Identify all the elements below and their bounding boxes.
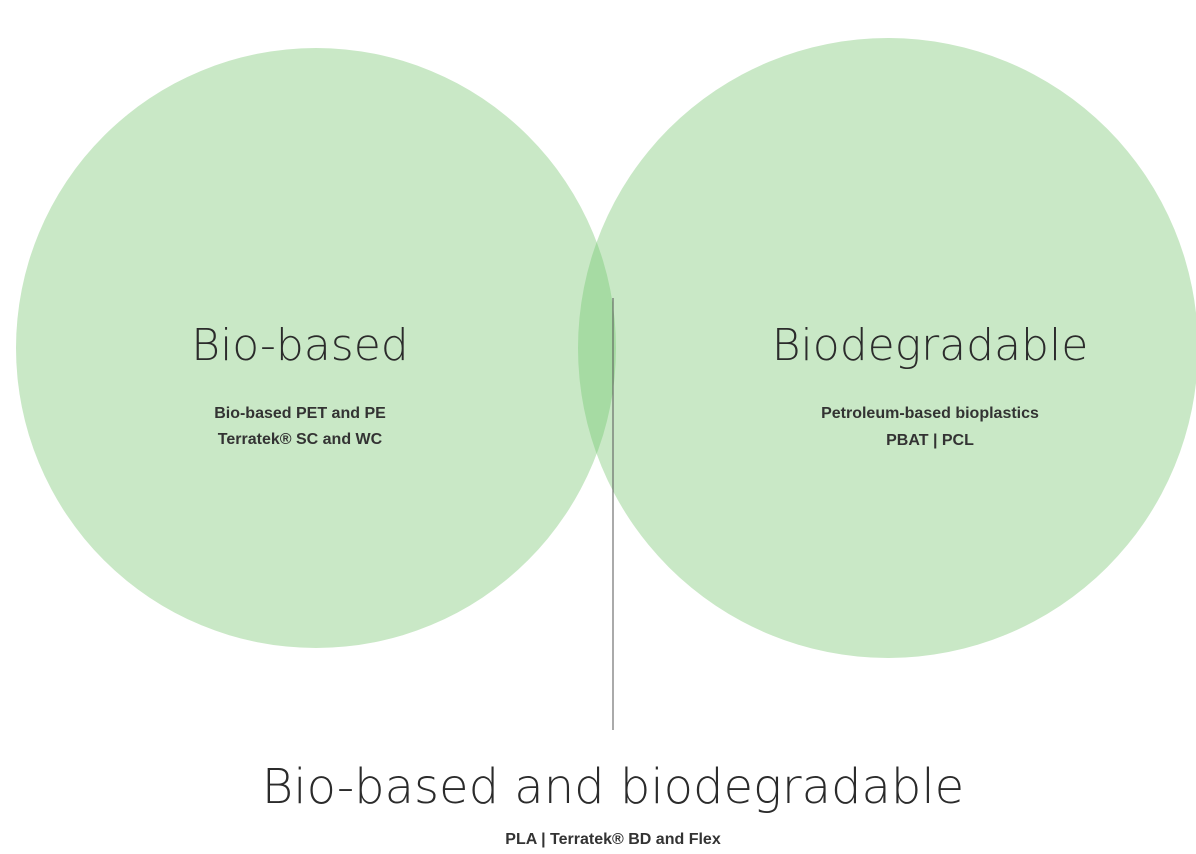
left-item: Terratek® SC and WC [218, 431, 383, 448]
left-label: Bio-based [191, 320, 408, 371]
right-label: Biodegradable [772, 320, 1089, 371]
left-item: Bio-based PET and PE [214, 405, 386, 422]
right-item: Petroleum-based bioplastics [821, 405, 1039, 422]
intersection-label: Bio-based and biodegradable [262, 759, 964, 815]
left-circle [16, 48, 616, 648]
right-item: PBAT | PCL [886, 432, 974, 449]
right-circle [578, 38, 1196, 658]
intersection-item: PLA | Terratek® BD and Flex [505, 831, 721, 848]
